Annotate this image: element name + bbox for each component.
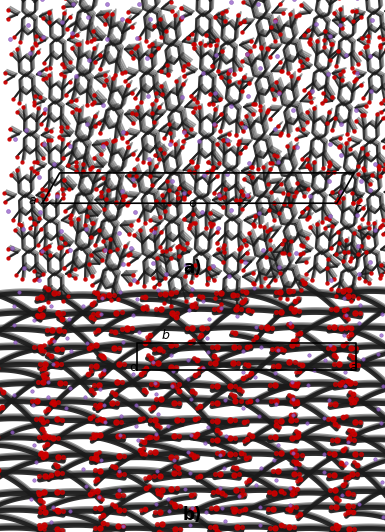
Text: a): a) — [183, 259, 202, 277]
Text: o: o — [189, 197, 196, 210]
Text: o: o — [129, 361, 137, 373]
Text: a: a — [29, 194, 37, 206]
Text: b): b) — [183, 506, 202, 524]
Text: a: a — [350, 361, 357, 373]
Text: c: c — [355, 202, 362, 215]
Text: b: b — [162, 329, 169, 342]
